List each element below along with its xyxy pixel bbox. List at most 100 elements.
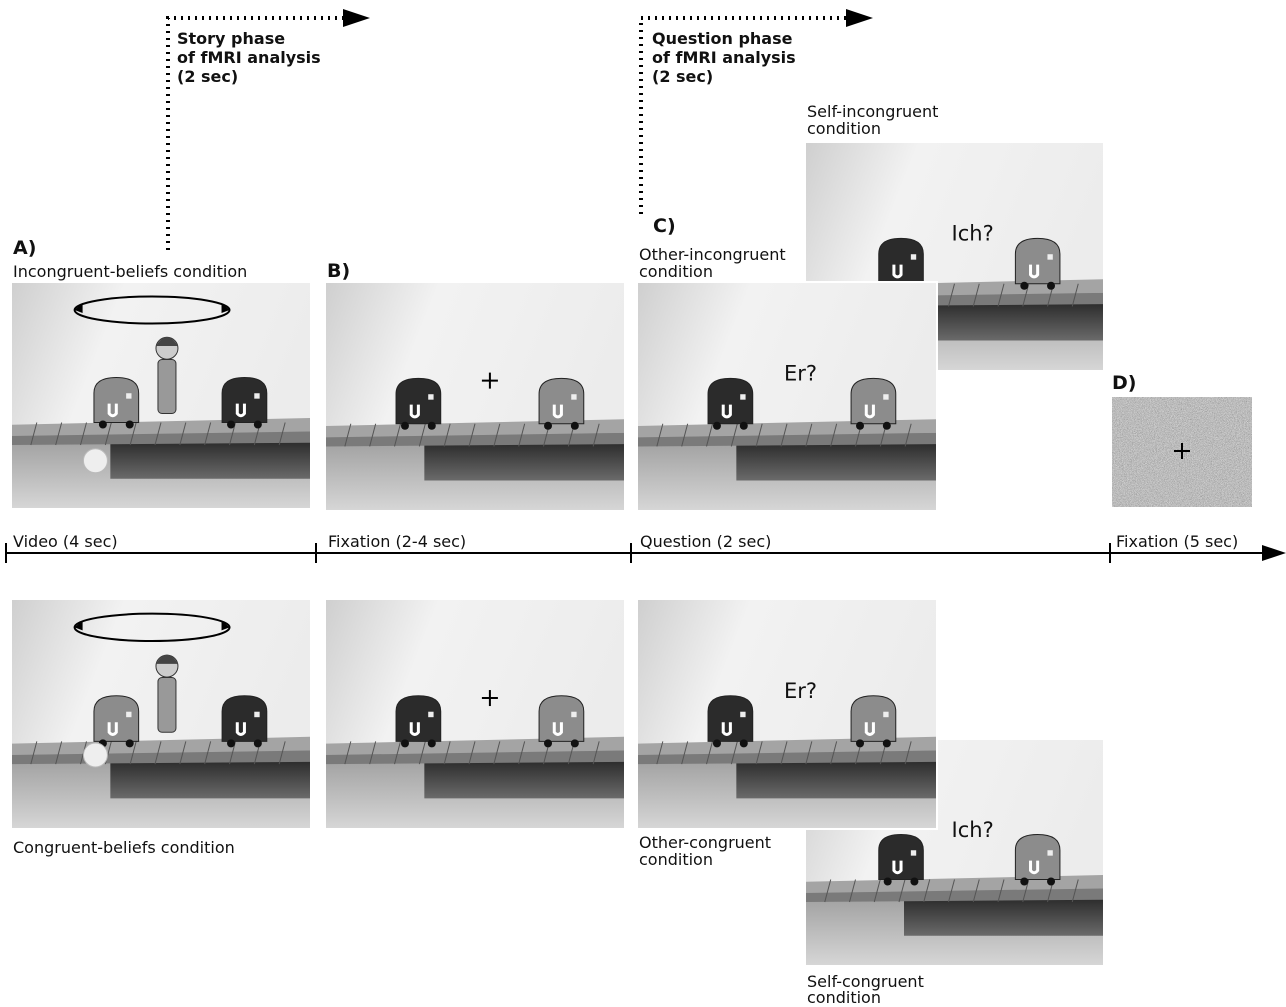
wheel xyxy=(126,739,134,747)
phase-text: of fMRI analysis xyxy=(177,48,321,67)
wheel xyxy=(227,739,235,747)
wheel xyxy=(544,739,552,747)
boy-body xyxy=(158,678,176,733)
wheel xyxy=(126,421,134,429)
mailbox-tag xyxy=(1047,254,1052,259)
wheel xyxy=(740,422,748,430)
ball xyxy=(83,449,107,473)
wheel xyxy=(883,422,891,430)
timeline-label: Question (2 sec) xyxy=(640,532,771,551)
condition-label: Congruent-beliefs condition xyxy=(13,838,235,857)
mailbox xyxy=(1015,238,1060,283)
bench-shadow xyxy=(736,442,936,481)
wheel xyxy=(1020,282,1028,290)
mailbox xyxy=(396,378,441,423)
wheel xyxy=(910,878,918,886)
mailbox xyxy=(708,696,753,742)
wheel xyxy=(428,739,436,747)
ball xyxy=(83,743,107,767)
condition-label: condition xyxy=(807,119,881,138)
scene xyxy=(326,283,624,510)
wheel xyxy=(740,739,748,747)
mailbox-tag xyxy=(883,394,888,399)
panel-label: C) xyxy=(653,215,676,237)
mailbox xyxy=(851,378,896,423)
mailbox xyxy=(539,378,584,423)
mailbox xyxy=(539,696,584,742)
figure: Story phase of fMRI analysis (2 sec) Que… xyxy=(0,0,1286,1007)
mailbox-tag xyxy=(911,254,916,259)
mailbox-tag xyxy=(911,850,916,855)
question-text: Ich? xyxy=(952,818,994,842)
mailbox-tag xyxy=(126,712,131,717)
scene xyxy=(326,600,624,828)
question-text: Ich? xyxy=(952,222,994,246)
panel-label: D) xyxy=(1112,372,1136,394)
wheel xyxy=(884,878,892,886)
wheel xyxy=(1047,878,1055,886)
mailbox-tag xyxy=(740,394,745,399)
wheel xyxy=(713,739,721,747)
wheel xyxy=(856,739,864,747)
mailbox xyxy=(879,238,924,283)
phase-text: (2 sec) xyxy=(652,67,713,86)
phase-text: Question phase xyxy=(652,29,793,48)
mailbox xyxy=(94,696,139,742)
timeline-label: Fixation (5 sec) xyxy=(1116,532,1238,551)
wheel xyxy=(883,739,891,747)
phase-text: of fMRI analysis xyxy=(652,48,796,67)
bench-shadow xyxy=(110,760,310,799)
mailbox xyxy=(1015,835,1060,880)
phase-text: Story phase xyxy=(177,29,285,48)
mailbox xyxy=(851,696,896,742)
wheel xyxy=(1047,282,1055,290)
mailbox xyxy=(879,835,924,880)
arrow-head xyxy=(846,9,873,27)
page: Story phase of fMRI analysis (2 sec) Que… xyxy=(0,0,1286,1007)
condition-label: Incongruent-beliefs condition xyxy=(13,262,247,281)
wheel xyxy=(571,739,579,747)
bench-shadow xyxy=(904,898,1103,936)
scene: Er? xyxy=(638,283,936,510)
timeline-arrow xyxy=(1262,545,1286,561)
wheel xyxy=(571,422,579,430)
phase-text: (2 sec) xyxy=(177,67,238,86)
mailbox-tag xyxy=(428,394,433,399)
bench-shadow xyxy=(736,760,936,799)
wheel xyxy=(1020,878,1028,886)
mailbox-tag xyxy=(254,393,259,398)
boy-body xyxy=(158,360,176,414)
wheel xyxy=(856,422,864,430)
mailbox xyxy=(222,696,267,742)
wheel xyxy=(254,421,262,429)
bench-shadow xyxy=(110,441,310,479)
bench-shadow xyxy=(424,442,624,481)
panel-label: A) xyxy=(13,237,36,259)
condition-label: condition xyxy=(639,850,713,869)
mailbox xyxy=(222,378,267,423)
condition-label: condition xyxy=(639,262,713,281)
arrow-head xyxy=(343,9,370,27)
wheel xyxy=(99,421,107,429)
wheel xyxy=(227,421,235,429)
mailbox xyxy=(94,378,139,423)
panel-label: B) xyxy=(327,260,350,282)
mailbox-tag xyxy=(428,712,433,717)
bench-shadow xyxy=(424,760,624,799)
mailbox-tag xyxy=(740,712,745,717)
scene: Er? xyxy=(638,600,936,828)
condition-label: condition xyxy=(807,988,881,1007)
question-text: Er? xyxy=(784,362,817,386)
mailbox-tag xyxy=(126,393,131,398)
scene xyxy=(12,600,310,828)
question-text: Er? xyxy=(784,679,817,703)
wheel xyxy=(428,422,436,430)
wheel xyxy=(713,422,721,430)
mailbox-tag xyxy=(1047,850,1052,855)
mailbox-tag xyxy=(254,712,259,717)
mailbox-tag xyxy=(883,712,888,717)
timeline-label: Fixation (2-4 sec) xyxy=(328,532,466,551)
mailbox-tag xyxy=(571,394,576,399)
mailbox xyxy=(396,696,441,742)
wheel xyxy=(401,422,409,430)
